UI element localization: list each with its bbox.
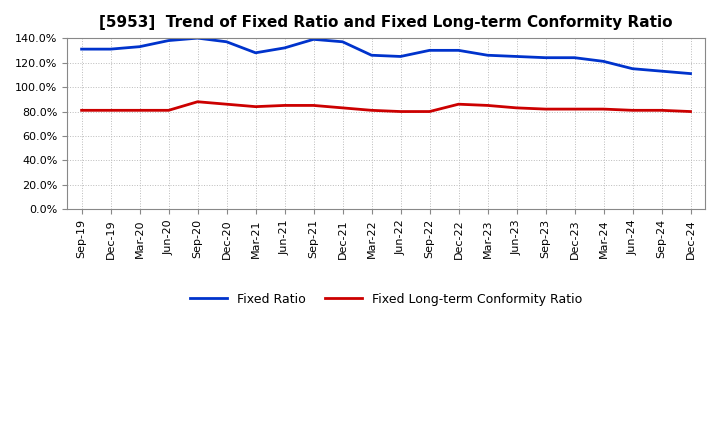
Fixed Ratio <box>338 39 347 44</box>
Fixed Long-term Conformity Ratio <box>367 108 376 113</box>
Fixed Long-term Conformity Ratio <box>107 108 115 113</box>
Fixed Long-term Conformity Ratio <box>426 109 434 114</box>
Fixed Ratio <box>251 50 260 55</box>
Fixed Ratio <box>541 55 550 60</box>
Fixed Long-term Conformity Ratio <box>135 108 144 113</box>
Fixed Ratio <box>280 45 289 51</box>
Line: Fixed Ratio: Fixed Ratio <box>81 38 690 73</box>
Fixed Ratio <box>396 54 405 59</box>
Fixed Long-term Conformity Ratio <box>222 102 231 107</box>
Fixed Long-term Conformity Ratio <box>657 108 666 113</box>
Fixed Ratio <box>164 38 173 43</box>
Fixed Long-term Conformity Ratio <box>454 102 463 107</box>
Legend: Fixed Ratio, Fixed Long-term Conformity Ratio: Fixed Ratio, Fixed Long-term Conformity … <box>184 288 588 311</box>
Fixed Ratio <box>367 53 376 58</box>
Fixed Long-term Conformity Ratio <box>77 108 86 113</box>
Fixed Ratio <box>599 59 608 64</box>
Title: [5953]  Trend of Fixed Ratio and Fixed Long-term Conformity Ratio: [5953] Trend of Fixed Ratio and Fixed Lo… <box>99 15 672 30</box>
Fixed Long-term Conformity Ratio <box>686 109 695 114</box>
Fixed Ratio <box>193 36 202 41</box>
Fixed Ratio <box>135 44 144 49</box>
Fixed Long-term Conformity Ratio <box>396 109 405 114</box>
Fixed Long-term Conformity Ratio <box>309 103 318 108</box>
Fixed Long-term Conformity Ratio <box>251 104 260 109</box>
Line: Fixed Long-term Conformity Ratio: Fixed Long-term Conformity Ratio <box>81 102 690 112</box>
Fixed Ratio <box>107 47 115 52</box>
Fixed Ratio <box>454 48 463 53</box>
Fixed Ratio <box>483 53 492 58</box>
Fixed Ratio <box>657 69 666 74</box>
Fixed Long-term Conformity Ratio <box>570 106 579 112</box>
Fixed Ratio <box>628 66 636 71</box>
Fixed Long-term Conformity Ratio <box>541 106 550 112</box>
Fixed Long-term Conformity Ratio <box>193 99 202 104</box>
Fixed Ratio <box>426 48 434 53</box>
Fixed Ratio <box>570 55 579 60</box>
Fixed Long-term Conformity Ratio <box>599 106 608 112</box>
Fixed Ratio <box>512 54 521 59</box>
Fixed Long-term Conformity Ratio <box>280 103 289 108</box>
Fixed Long-term Conformity Ratio <box>164 108 173 113</box>
Fixed Long-term Conformity Ratio <box>628 108 636 113</box>
Fixed Long-term Conformity Ratio <box>483 103 492 108</box>
Fixed Ratio <box>686 71 695 76</box>
Fixed Ratio <box>222 39 231 44</box>
Fixed Ratio <box>309 37 318 42</box>
Fixed Long-term Conformity Ratio <box>338 105 347 110</box>
Fixed Long-term Conformity Ratio <box>512 105 521 110</box>
Fixed Ratio <box>77 47 86 52</box>
